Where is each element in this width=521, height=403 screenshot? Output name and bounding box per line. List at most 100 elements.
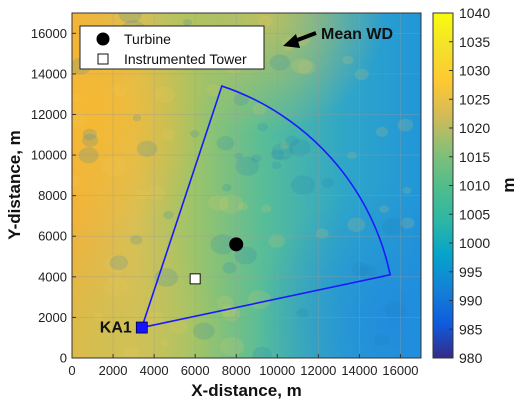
terrain-blob <box>351 262 369 277</box>
terrain-blob <box>354 68 369 81</box>
y-tick-label: 14000 <box>31 66 67 81</box>
terrain-blob <box>169 318 189 334</box>
terrain-blob <box>147 185 166 201</box>
terrain-blob <box>216 136 235 151</box>
terrain-blob <box>163 210 174 220</box>
terrain-blob <box>81 133 99 147</box>
terrain-blob <box>161 129 176 141</box>
legend: Turbine Instrumented Tower <box>79 25 265 70</box>
colorbar-tick-label: 1040 <box>459 5 490 21</box>
colorbar-tick-label: 995 <box>459 264 483 280</box>
terrain-blob <box>210 234 236 255</box>
elevation-heatmap <box>72 13 421 358</box>
mean-wd-label: Mean WD <box>321 26 393 43</box>
legend-turbine-label: Turbine <box>124 31 171 47</box>
x-tick-label: 2000 <box>99 363 128 378</box>
terrain-blob <box>82 128 97 141</box>
x-tick-label: 4000 <box>140 363 169 378</box>
colorbar-label: m <box>499 177 518 192</box>
x-tick-label: 10000 <box>259 363 295 378</box>
terrain-blob <box>217 295 234 309</box>
terrain-blob <box>400 217 415 229</box>
terrain-blob <box>130 235 143 245</box>
terrain-blob <box>261 204 272 213</box>
terrain-blob <box>147 311 164 325</box>
terrain-blob <box>359 264 378 280</box>
terrain-blob <box>238 202 249 211</box>
terrain-blob <box>258 15 273 27</box>
terrain-blob <box>109 255 129 271</box>
terrain-blob <box>94 313 104 321</box>
terrain-blob <box>208 194 229 211</box>
sector-outline <box>140 85 392 329</box>
terrain-blob <box>182 18 192 27</box>
terrain-blob <box>251 154 262 163</box>
y-tick-label: 16000 <box>31 26 67 41</box>
terrain-blob <box>118 13 142 24</box>
terrain-blob <box>290 175 316 195</box>
terrain-blob <box>72 93 82 102</box>
instrumented-tower-marker <box>189 273 201 285</box>
terrain-blob <box>190 130 200 138</box>
terrain-blob <box>233 93 249 106</box>
terrain-blob <box>280 141 290 150</box>
terrain-blob <box>72 112 89 128</box>
y-tick-label: 6000 <box>38 229 67 244</box>
colorbar-tick-label: 990 <box>459 293 483 309</box>
ka1-label: KA1 <box>100 320 132 337</box>
terrain-blob <box>271 161 282 169</box>
terrain-blob <box>88 130 101 141</box>
terrain-blob <box>269 54 290 71</box>
colorbar-ticks: 980 985 990 995 1000 1005 1010 1015 1020 1025 1030… <box>449 5 490 366</box>
terrain-blob <box>397 118 414 132</box>
terrain-blob <box>252 346 272 358</box>
terrain-blob <box>235 156 260 176</box>
terrain-blob <box>103 277 128 297</box>
markers <box>135 237 244 334</box>
colorbar-tick-label: 1020 <box>459 120 490 136</box>
terrain-blob <box>296 308 309 318</box>
ka1-marker <box>135 321 148 334</box>
terrain-blob <box>382 217 405 236</box>
x-tick-label: 0 <box>68 363 75 378</box>
terrain-blob <box>268 234 286 248</box>
terrain-blob <box>135 189 149 201</box>
terrain-blob <box>347 217 366 232</box>
terrain-blob <box>234 246 257 265</box>
y-axis-label: Y-distance, m <box>5 130 24 240</box>
x-tick-label: 12000 <box>300 363 336 378</box>
terrain-blob <box>375 126 389 137</box>
terrain-blob <box>72 174 81 188</box>
terrain-blob <box>153 86 175 104</box>
mean-wd-annotation: Mean WD <box>283 26 393 48</box>
y-tick-label: 4000 <box>38 269 67 284</box>
terrain-blob <box>315 228 329 239</box>
terrain-blob <box>288 139 311 157</box>
y-tick-label: 10000 <box>31 148 67 163</box>
plot-frame <box>71 12 422 359</box>
legend-tower-marker <box>97 53 109 65</box>
terrain-blob <box>374 334 389 347</box>
terrain-blob <box>220 337 244 357</box>
turbine-marker <box>229 237 244 252</box>
terrain-blob <box>123 346 140 358</box>
terrain-blob <box>104 254 129 274</box>
terrain-blob <box>252 103 267 116</box>
colorbar-tick-label: 980 <box>459 350 483 366</box>
x-ticks: 0 2000 4000 6000 8000 10000 12000 14000 16000 <box>68 354 419 378</box>
y-tick-label: 2000 <box>38 310 67 325</box>
x-tick-label: 16000 <box>382 363 418 378</box>
colorbar-tick-label: 985 <box>459 321 483 337</box>
terrain-blob <box>285 135 299 147</box>
terrain-blob <box>291 58 312 75</box>
colorbar-tick-label: 1025 <box>459 91 490 107</box>
wind-direction-arrow-icon <box>283 34 300 48</box>
terrain-blob <box>161 339 170 347</box>
y-tick-label: 12000 <box>31 107 67 122</box>
terrain-texture <box>72 13 415 358</box>
terrain-blob <box>222 183 232 192</box>
x-tick-label: 8000 <box>222 363 251 378</box>
terrain-blob <box>384 301 407 319</box>
x-axis-label: X-distance, m <box>191 381 302 400</box>
